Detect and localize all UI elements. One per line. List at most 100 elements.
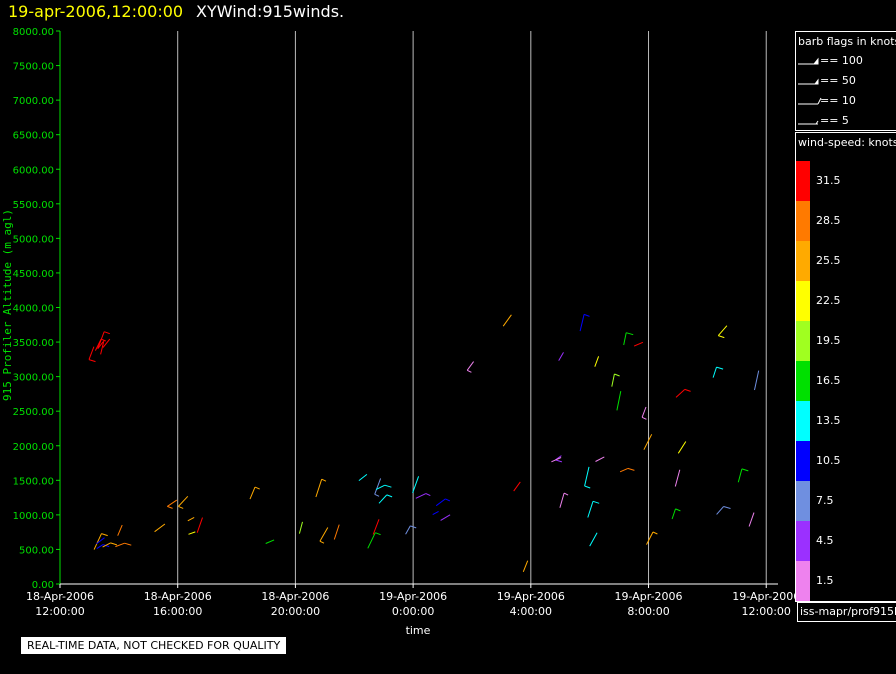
y-tick-label: 1000.00 — [13, 511, 54, 522]
wind-barb — [595, 456, 605, 462]
barb-legend-glyphs — [798, 57, 822, 125]
y-tick-label: 2000.00 — [13, 442, 54, 453]
wind-barb — [641, 406, 647, 418]
y-tick-label: 3500.00 — [13, 338, 54, 349]
wind-barb — [117, 524, 123, 536]
wind-barb — [375, 484, 386, 491]
wind-barb-flag — [741, 468, 749, 472]
y-tick-labels: 0.00 500.00 1000.00 1500.00 2000.00 2500.00 30… — [13, 27, 60, 591]
y-tick-label: 4000.00 — [13, 304, 54, 315]
wind-barb-flag — [110, 542, 118, 546]
wind-barb-flag — [584, 485, 591, 489]
source-label: iss-mapr/prof915h — [797, 602, 896, 622]
wind-barb — [466, 361, 475, 371]
wind-barb — [754, 370, 760, 391]
wind-barb — [93, 533, 102, 550]
wind-barb — [378, 494, 388, 504]
y-tick-label: 6000.00 — [13, 165, 54, 176]
wind-barb — [405, 525, 411, 535]
wind-barbs — [88, 313, 760, 572]
wind-barb — [587, 501, 594, 518]
wind-barb — [440, 514, 451, 521]
wind-barb-flag — [718, 335, 725, 339]
wind-barb — [97, 341, 104, 349]
wind-barb-flag — [583, 313, 590, 317]
wind-barb — [671, 508, 676, 520]
wind-barb — [513, 481, 521, 492]
wind-barb — [737, 468, 743, 483]
x-tick-date: 18-Apr-2006 — [261, 590, 329, 603]
wind-barb-flag — [425, 493, 431, 497]
y-tick-label: 0.00 — [32, 580, 54, 591]
wind-barb — [265, 539, 275, 544]
wind-barb — [589, 532, 598, 547]
wind-barb — [333, 524, 340, 540]
wind-barb — [96, 537, 105, 545]
wind-barb — [96, 544, 104, 550]
wind-barb — [616, 391, 622, 411]
speed-swatch — [796, 401, 810, 441]
speed-swatch — [796, 481, 810, 521]
wind-barb — [315, 479, 323, 498]
x-tick-date: 19-Apr-2006 — [497, 590, 565, 603]
speed-level-label: 31.5 — [816, 174, 841, 187]
wind-barb — [677, 441, 687, 454]
wind-barb — [154, 523, 166, 533]
wind-barb-flag — [319, 540, 325, 544]
wind-barb-flag — [445, 498, 451, 502]
wind-barb — [559, 492, 565, 508]
wind-barb-flag — [466, 369, 472, 373]
speed-level-label: 7.5 — [816, 494, 834, 507]
wind-barb — [712, 366, 717, 378]
x-tick-time: 12:00:00 — [742, 605, 791, 618]
wind-barb-flag — [652, 531, 658, 535]
x-tick-date: 18-Apr-2006 — [26, 590, 94, 603]
wind-barb-flag — [592, 500, 600, 504]
x-tick-time: 8:00:00 — [627, 605, 669, 618]
y-tick-label: 4500.00 — [13, 269, 54, 280]
wind-barb — [249, 486, 256, 500]
wind-barb — [633, 341, 644, 347]
wind-barb — [187, 516, 195, 522]
wind-barb-flag — [374, 493, 380, 497]
speed-swatch — [796, 441, 810, 481]
wind-barb — [196, 517, 203, 533]
x-tick-time: 20:00:00 — [271, 605, 320, 618]
wind-barb — [716, 506, 724, 515]
y-axis-label: 915 Profiler Altitude (m agl) — [1, 209, 14, 401]
wind-barb-flag — [178, 505, 184, 509]
speed-swatch — [796, 321, 810, 361]
barb-legend: barb flags in knots == 100 == 50 == 10 =… — [795, 31, 896, 131]
wind-barb-flag — [563, 492, 569, 496]
barb-legend-10: == 10 — [820, 94, 856, 107]
wind-barb — [551, 457, 562, 463]
wind-barb — [717, 325, 728, 336]
wind-barb-flag — [410, 525, 417, 529]
wind-barb-flag — [88, 359, 96, 363]
wind-barb — [102, 338, 111, 348]
y-tick-label: 6500.00 — [13, 131, 54, 142]
speed-level-label: 22.5 — [816, 294, 841, 307]
vertical-grid-lines — [177, 31, 767, 584]
y-tick-label: 3000.00 — [13, 373, 54, 384]
barb-legend-100: == 100 — [820, 54, 863, 67]
x-tick-time: 12:00:00 — [35, 605, 84, 618]
wind-barb — [435, 498, 446, 507]
x-tick-time: 0:00:00 — [392, 605, 434, 618]
speed-swatch — [796, 201, 810, 241]
y-tick-label: 8000.00 — [13, 27, 54, 38]
wind-barb — [412, 476, 420, 494]
wind-barb — [188, 531, 196, 535]
barb-legend-50: == 50 — [820, 74, 856, 87]
chart-title: XYWind:915winds. — [196, 2, 345, 21]
wind-barb — [558, 352, 564, 361]
wind-barb — [432, 510, 439, 516]
wind-barb — [102, 542, 111, 548]
wind-barb — [674, 469, 681, 487]
wind-barb — [167, 499, 178, 507]
barb-legend-title: barb flags in knots — [798, 35, 896, 48]
x-tick-time: 16:00:00 — [153, 605, 202, 618]
speed-swatch — [796, 521, 810, 561]
quality-notice: REAL-TIME DATA, NOT CHECKED FOR QUALITY — [20, 636, 288, 655]
y-tick-label: 5500.00 — [13, 200, 54, 211]
